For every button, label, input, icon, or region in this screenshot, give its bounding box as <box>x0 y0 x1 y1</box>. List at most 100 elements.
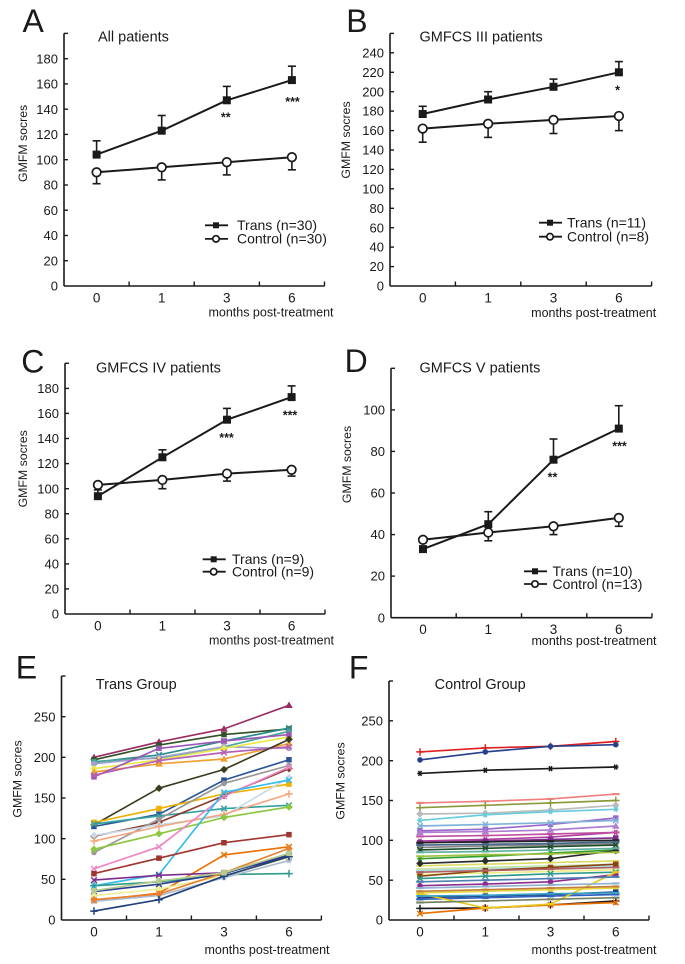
svg-text:GMFM socres: GMFM socres <box>339 101 353 178</box>
svg-text:3: 3 <box>223 290 231 305</box>
svg-text:Control Group: Control Group <box>435 677 526 693</box>
svg-text:180: 180 <box>37 381 59 396</box>
svg-text:***: *** <box>283 409 298 423</box>
svg-text:140: 140 <box>362 143 384 158</box>
svg-text:0: 0 <box>378 610 385 625</box>
svg-text:0: 0 <box>90 924 98 939</box>
svg-text:20: 20 <box>45 582 59 597</box>
svg-text:Trans (n=30): Trans (n=30) <box>237 217 317 233</box>
svg-text:Trans (n=11): Trans (n=11) <box>567 215 646 231</box>
svg-text:140: 140 <box>36 102 58 117</box>
svg-text:100: 100 <box>361 833 383 848</box>
svg-text:**: ** <box>221 111 231 125</box>
svg-text:0: 0 <box>416 924 424 939</box>
svg-text:GMFM socres: GMFM socres <box>334 742 348 819</box>
svg-text:0: 0 <box>51 279 58 294</box>
svg-text:40: 40 <box>371 527 385 542</box>
svg-text:80: 80 <box>371 444 385 459</box>
svg-text:1: 1 <box>159 618 167 633</box>
svg-text:C: C <box>21 343 44 379</box>
svg-text:100: 100 <box>34 831 56 846</box>
svg-text:6: 6 <box>615 622 623 637</box>
svg-text:100: 100 <box>36 152 58 167</box>
svg-text:A: A <box>23 3 45 39</box>
svg-text:1: 1 <box>484 290 492 305</box>
svg-text:180: 180 <box>36 51 58 66</box>
svg-text:120: 120 <box>36 127 58 142</box>
svg-text:months post-treatment: months post-treatment <box>208 306 334 320</box>
svg-text:months post-treatment: months post-treatment <box>531 634 657 648</box>
svg-text:250: 250 <box>34 709 56 724</box>
svg-text:220: 220 <box>362 65 384 80</box>
svg-text:1: 1 <box>482 924 490 939</box>
svg-text:GMFM socres: GMFM socres <box>340 426 354 503</box>
svg-text:months post-treatment: months post-treatment <box>531 943 657 957</box>
svg-text:0: 0 <box>52 607 59 622</box>
svg-text:100: 100 <box>362 181 384 196</box>
svg-text:200: 200 <box>361 753 383 768</box>
svg-text:3: 3 <box>550 290 558 305</box>
svg-text:100: 100 <box>363 403 385 418</box>
svg-text:200: 200 <box>362 84 384 99</box>
svg-text:180: 180 <box>362 104 384 119</box>
svg-text:***: *** <box>219 431 234 445</box>
svg-text:40: 40 <box>45 557 59 572</box>
svg-text:GMFM socres: GMFM socres <box>16 105 30 182</box>
svg-text:250: 250 <box>361 713 383 728</box>
svg-text:120: 120 <box>37 456 59 471</box>
svg-text:6: 6 <box>615 290 623 305</box>
svg-text:150: 150 <box>361 793 383 808</box>
svg-text:E: E <box>16 650 37 686</box>
svg-text:0: 0 <box>94 618 102 633</box>
svg-text:GMFCS IV patients: GMFCS IV patients <box>96 361 221 377</box>
svg-text:40: 40 <box>370 240 384 255</box>
svg-text:***: *** <box>612 440 627 454</box>
svg-text:months post-treatment: months post-treatment <box>209 634 335 648</box>
svg-text:40: 40 <box>44 228 58 243</box>
svg-text:50: 50 <box>369 873 383 888</box>
svg-text:60: 60 <box>44 203 58 218</box>
svg-text:6: 6 <box>285 924 293 939</box>
svg-text:*: * <box>615 84 620 98</box>
svg-text:80: 80 <box>370 201 384 216</box>
svg-text:200: 200 <box>34 750 56 765</box>
svg-text:80: 80 <box>44 178 58 193</box>
svg-text:50: 50 <box>41 872 55 887</box>
svg-text:60: 60 <box>45 531 59 546</box>
svg-text:1: 1 <box>155 924 163 939</box>
svg-text:3: 3 <box>223 618 231 633</box>
svg-text:150: 150 <box>34 791 56 806</box>
svg-text:Control (n=13): Control (n=13) <box>553 576 643 592</box>
svg-text:60: 60 <box>371 486 385 501</box>
svg-text:B: B <box>346 3 367 39</box>
svg-text:0: 0 <box>93 290 101 305</box>
svg-text:D: D <box>345 343 368 379</box>
svg-text:20: 20 <box>370 259 384 274</box>
svg-text:Trans (n=10): Trans (n=10) <box>553 563 633 579</box>
svg-text:months post-treatment: months post-treatment <box>531 306 657 320</box>
svg-text:1: 1 <box>485 622 493 637</box>
svg-text:80: 80 <box>45 506 59 521</box>
svg-text:Control (n=30): Control (n=30) <box>237 231 327 247</box>
svg-text:Trans (n=9): Trans (n=9) <box>232 551 304 567</box>
svg-text:All patients: All patients <box>98 30 169 46</box>
svg-text:0: 0 <box>48 913 55 928</box>
svg-text:6: 6 <box>288 618 296 633</box>
svg-text:6: 6 <box>288 290 296 305</box>
svg-text:***: *** <box>285 95 300 109</box>
svg-text:6: 6 <box>612 924 620 939</box>
svg-text:months post-treatment: months post-treatment <box>204 943 330 957</box>
svg-text:GMFM socres: GMFM socres <box>16 430 30 507</box>
svg-text:F: F <box>349 649 369 685</box>
svg-text:20: 20 <box>371 569 385 584</box>
svg-text:3: 3 <box>547 924 555 939</box>
svg-text:160: 160 <box>37 406 59 421</box>
svg-text:0: 0 <box>419 290 427 305</box>
svg-text:GMFCS V patients: GMFCS V patients <box>420 361 541 377</box>
svg-text:3: 3 <box>220 924 228 939</box>
svg-text:1: 1 <box>158 290 166 305</box>
svg-text:0: 0 <box>377 279 384 294</box>
svg-text:60: 60 <box>370 220 384 235</box>
svg-text:160: 160 <box>36 77 58 92</box>
svg-text:Trans Group: Trans Group <box>96 677 177 693</box>
